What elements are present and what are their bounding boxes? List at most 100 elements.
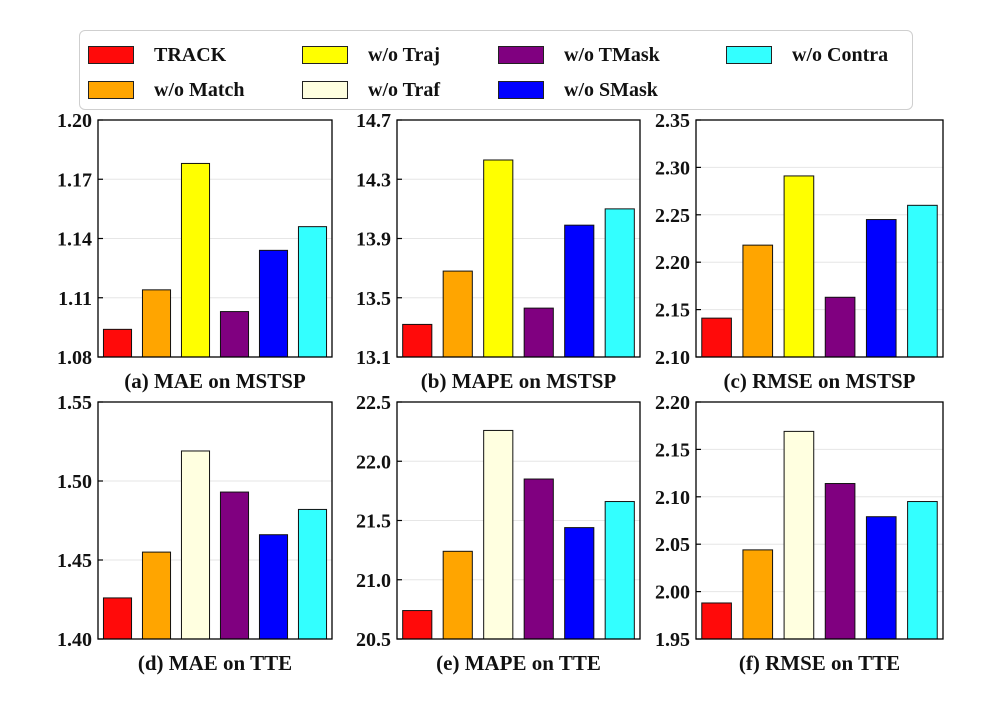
chart-panel: 1.40 1.45 1.50 1.55 TRACK: 1.426 w/o Match: 1… (57, 392, 333, 675)
bar: w/o Match: 2.044 (742, 549, 774, 640)
y-tick-label: 1.20 (57, 110, 92, 132)
legend-swatch (498, 81, 544, 99)
chart-panel: 20.5 21.0 21.5 22.0 22.5 TRACK: 20.74 w/o Matc… (356, 392, 641, 675)
chart-title: (f) RMSE on TTE (739, 651, 900, 675)
bar: w/o Contra: 2.095 (907, 501, 938, 640)
legend-swatch (88, 81, 134, 99)
bar: w/o Contra: 2.26 (907, 204, 938, 358)
y-tick-label: 2.10 (655, 347, 690, 369)
bar: w/o Contra: 1.146 (297, 226, 328, 358)
plot-frame (97, 119, 333, 358)
y-tick-label: 1.50 (57, 471, 92, 493)
y-tick-label: 1.14 (57, 229, 92, 251)
y-tick-label: 1.55 (57, 392, 92, 414)
y-tick-label: 1.17 (57, 169, 92, 191)
chart-title: (c) RMSE on MSTSP (724, 369, 916, 393)
y-tick-label: 2.15 (655, 439, 690, 461)
chart-panel: 1.08 1.11 1.14 1.17 1.20 TRACK: 1.094 w/o Matc… (57, 110, 333, 393)
bar: w/o Traj: 1.178 (180, 162, 211, 358)
bar: w/o TMask: 21.85 (523, 478, 554, 640)
plot-frame (396, 119, 641, 358)
y-tick-label: 20.5 (356, 629, 391, 651)
bar: w/o Match: 1.455 (141, 551, 172, 640)
bar: w/o TMask: 1.493 (219, 491, 250, 640)
legend-label: TRACK (154, 43, 227, 66)
y-tick-label: 14.7 (356, 110, 391, 132)
plot-frame (97, 401, 333, 640)
bar: w/o TMask: 2.114 (824, 483, 856, 640)
bar: w/o Traj: 2.291 (783, 175, 815, 358)
bar: w/o TMask: 1.103 (219, 311, 250, 358)
y-tick-label: 13.9 (356, 229, 391, 251)
legend-item: w/o Contra (726, 42, 888, 68)
chart-panel: 1.95 2.00 2.05 2.10 2.15 2.20 TRACK: 1.988 w/o … (655, 392, 944, 675)
chart-panel: 2.10 2.15 2.20 2.25 2.30 2.35 TRACK: 2.141 w/o … (655, 110, 944, 393)
y-tick-label: 1.45 (57, 550, 92, 572)
legend-label: w/o Contra (792, 43, 889, 66)
legend-item: w/o SMask (498, 77, 658, 103)
y-tick-label: 14.3 (356, 169, 391, 191)
y-tick-label: 2.35 (655, 110, 690, 132)
legend-item: w/o Traj (302, 42, 440, 68)
chart-title: (a) MAE on MSTSP (124, 369, 306, 393)
bar: w/o SMask: 2.245 (865, 219, 897, 358)
legend-label: w/o Match (154, 78, 245, 101)
legend-item: w/o Traf (302, 77, 440, 103)
bar: TRACK: 20.74 (402, 610, 433, 640)
legend-label: w/o Traj (368, 43, 441, 66)
bar: w/o Traj: 14.43 (483, 159, 514, 358)
bar: w/o SMask: 1.134 (258, 249, 289, 358)
y-tick-label: 2.25 (655, 205, 690, 227)
bar: TRACK: 1.426 (102, 597, 133, 640)
bar: TRACK: 1.988 (701, 602, 732, 640)
bar: TRACK: 13.32 (402, 323, 433, 358)
plot-frame (695, 119, 944, 358)
y-tick-label: 2.30 (655, 157, 690, 179)
bar: w/o Match: 1.114 (141, 289, 172, 358)
chart-panel: 13.1 13.5 13.9 14.3 14.7 TRACK: 13.32 w/o Matc… (356, 110, 641, 393)
y-tick-label: 1.95 (655, 629, 690, 651)
chart-title: (d) MAE on TTE (138, 651, 292, 675)
y-tick-label: 1.40 (57, 629, 92, 651)
bar: w/o Match: 13.68 (442, 270, 473, 358)
bar: w/o Traf: 2.169 (783, 430, 815, 640)
y-tick-label: 2.20 (655, 252, 690, 274)
bar: w/o Match: 21.24 (442, 550, 473, 640)
y-tick-label: 1.08 (57, 347, 92, 369)
bar: w/o Contra: 21.66 (604, 501, 635, 640)
legend-item: w/o TMask (498, 42, 660, 68)
legend-swatch (302, 81, 348, 99)
y-tick-label: 2.10 (655, 487, 690, 509)
bar: w/o Contra: 14.1 (604, 208, 635, 358)
bar: w/o SMask: 13.99 (564, 224, 595, 358)
y-tick-label: 21.0 (356, 570, 391, 592)
y-tick-label: 2.15 (655, 300, 690, 322)
y-tick-label: 2.05 (655, 534, 690, 556)
chart-title: (e) MAPE on TTE (436, 651, 601, 675)
bar: TRACK: 2.141 (701, 317, 732, 358)
bar: TRACK: 1.094 (102, 328, 133, 358)
y-tick-label: 22.0 (356, 451, 391, 473)
legend-label: w/o TMask (564, 43, 660, 66)
plot-frame (695, 401, 944, 640)
legend-swatch (88, 46, 134, 64)
bar: w/o Match: 2.218 (742, 244, 774, 358)
y-tick-label: 21.5 (356, 511, 391, 533)
legend-item: TRACK (88, 42, 226, 68)
y-tick-label: 13.5 (356, 288, 391, 310)
bar: w/o SMask: 21.44 (564, 527, 595, 640)
y-tick-label: 2.20 (655, 392, 690, 414)
bar: w/o Contra: 1.482 (297, 508, 328, 640)
bar: w/o SMask: 2.079 (865, 516, 897, 640)
legend-swatch (302, 46, 348, 64)
bar: w/o SMask: 1.466 (258, 534, 289, 640)
y-tick-label: 1.11 (58, 288, 92, 310)
bar: w/o Traf: 1.519 (180, 450, 211, 640)
chart-title: (b) MAPE on MSTSP (421, 369, 617, 393)
plot-frame (396, 401, 641, 640)
y-tick-label: 22.5 (356, 392, 391, 414)
legend-label: w/o SMask (564, 78, 658, 101)
legend-swatch (726, 46, 772, 64)
y-tick-label: 2.00 (655, 582, 690, 604)
